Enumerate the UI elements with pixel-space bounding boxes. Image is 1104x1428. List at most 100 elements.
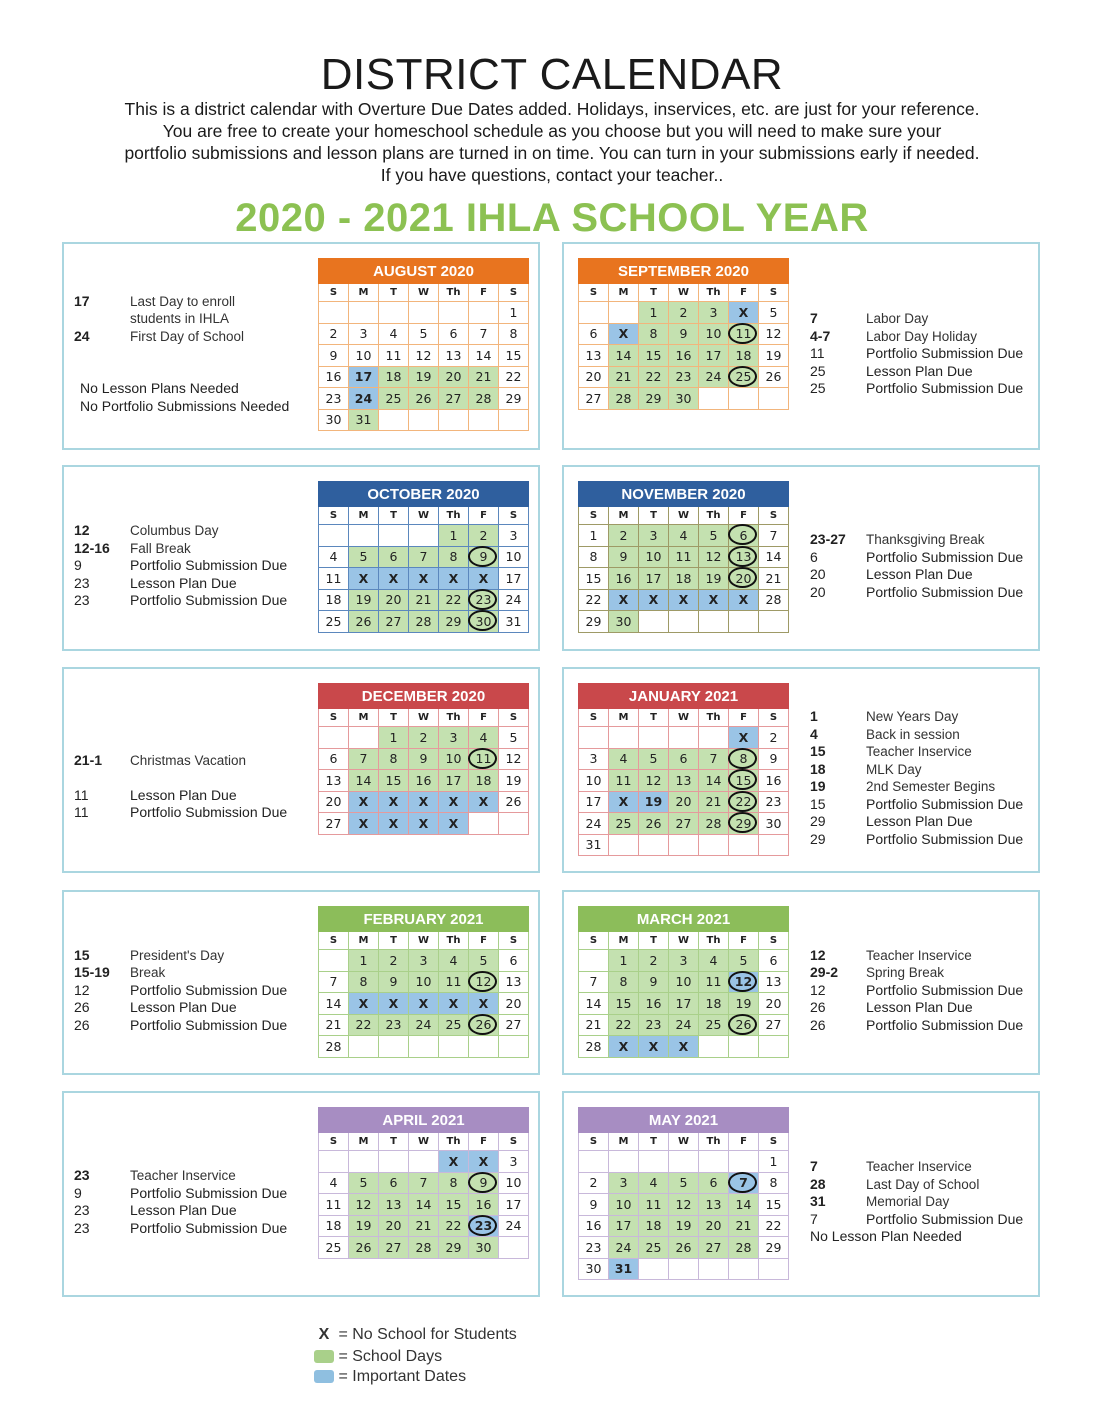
day-number: 15 — [765, 1196, 782, 1212]
day-number: 24 — [705, 369, 722, 385]
day-number: 20 — [385, 592, 402, 608]
due-date-circle-icon — [468, 970, 497, 992]
calendar-day: 6 — [378, 545, 409, 568]
calendar-day: 17 — [578, 790, 609, 813]
note-date: 11 — [810, 345, 825, 362]
empty-day — [378, 524, 409, 547]
note-row: 20 Lesson Plan Due — [810, 566, 1023, 584]
calendar-day: 28 — [758, 588, 789, 611]
day-number: 21 — [765, 570, 782, 586]
calendar-day: 11 — [438, 970, 469, 993]
empty-day — [668, 1150, 699, 1173]
calendar-day: 23 — [468, 588, 499, 611]
empty-day — [348, 1150, 379, 1173]
calendar-day: 15 — [728, 769, 759, 792]
note-text: Portfolio Submission Due — [866, 345, 1024, 362]
calendar-day: 11 — [728, 322, 759, 345]
calendar-day: 3 — [698, 301, 729, 324]
calendar-day: 17 — [698, 344, 729, 367]
empty-day — [408, 1035, 439, 1058]
weekday-header: W — [668, 708, 699, 727]
calendar-day: 22 — [758, 1214, 789, 1237]
calendar-day: X — [378, 812, 409, 835]
empty-day — [668, 610, 699, 633]
calendar-day: 30 — [468, 610, 499, 633]
day-number: 14 — [705, 772, 722, 788]
calendar-day: X — [698, 588, 729, 611]
note-row: 17 Last Day to enroll — [74, 293, 289, 311]
day-number: X — [738, 729, 749, 745]
month-panel: FEBRUARY 2021 S M T W Th F S 1 2 3 4 5 6 7 8 9 10 11 12 13 14… — [62, 890, 540, 1075]
calendar-day: 4 — [318, 545, 349, 568]
note-row: 12 Portfolio Submission Due — [74, 982, 287, 1000]
day-number: 1 — [509, 304, 518, 320]
weekday-header: S — [498, 283, 529, 302]
calendar-day: X — [348, 790, 379, 813]
note-date: 29 — [810, 830, 826, 847]
day-number: 18 — [325, 592, 342, 608]
calendar-day: 11 — [638, 1193, 669, 1216]
note-text: Portfolio Submission Due — [866, 1016, 1024, 1033]
calendar-day: 20 — [498, 992, 529, 1015]
calendar-day: 30 — [758, 812, 789, 835]
due-date-circle-icon — [468, 1214, 497, 1236]
day-number: X — [678, 1038, 689, 1054]
note-row: 20 Portfolio Submission Due — [810, 584, 1023, 602]
calendar-day: 8 — [348, 970, 379, 993]
calendar-day: X — [438, 992, 469, 1015]
day-number: 6 — [769, 952, 778, 968]
due-date-circle-icon — [728, 812, 757, 833]
calendar-day: 21 — [758, 567, 789, 590]
weekday-header: Th — [698, 931, 729, 950]
empty-day — [758, 387, 789, 410]
calendar-day: 24 — [578, 812, 609, 835]
day-number: 7 — [479, 326, 488, 342]
weekday-header: W — [668, 1132, 699, 1151]
day-number: 31 — [585, 837, 602, 853]
day-number: 26 — [415, 390, 432, 406]
weekday-header: S — [578, 1132, 609, 1151]
calendar-day: 25 — [318, 1236, 349, 1259]
month-title: JANUARY 2021 — [578, 683, 789, 709]
day-number: 28 — [705, 815, 722, 831]
day-number: 21 — [705, 794, 722, 810]
day-number: 11 — [325, 570, 342, 586]
note-text: Portfolio Submission Due — [866, 795, 1024, 812]
month-notes: 7 Teacher Inservice 28 Last Day of School 31… — [810, 1158, 1023, 1246]
month-title: NOVEMBER 2020 — [578, 481, 789, 507]
day-number: 19 — [765, 347, 782, 363]
day-number: 6 — [589, 326, 598, 342]
day-number: 27 — [705, 1239, 722, 1255]
weekday-header: S — [498, 506, 529, 525]
empty-day — [608, 1150, 639, 1173]
calendar-day: 18 — [698, 992, 729, 1015]
note-date: 19 — [810, 778, 826, 794]
calendar-day: 8 — [578, 545, 609, 568]
note-date: 26 — [810, 999, 826, 1016]
calendar-day: 25 — [608, 812, 639, 835]
intro-line: You are free to create your homeschool s… — [162, 121, 942, 141]
calendar-day: 17 — [638, 567, 669, 590]
weekday-header: M — [608, 931, 639, 950]
note-date: 17 — [74, 292, 90, 309]
day-number: 18 — [475, 772, 492, 788]
day-number: 12 — [415, 347, 432, 363]
note-date: 15-19 — [74, 964, 110, 981]
day-number: 21 — [615, 369, 632, 385]
note-text: Portfolio Submission Due — [130, 804, 288, 821]
note-text: Teacher Inservice — [130, 1168, 236, 1183]
calendar-day: X — [348, 812, 379, 835]
calendar-day: 3 — [668, 949, 699, 972]
empty-day — [668, 726, 699, 749]
day-number: 19 — [355, 592, 372, 608]
calendar-day: 27 — [378, 1236, 409, 1259]
day-number: 17 — [585, 794, 602, 810]
calendar-day: 10 — [698, 322, 729, 345]
calendar-day: 29 — [728, 812, 759, 835]
calendar-day: X — [378, 992, 409, 1015]
note-row: 26 Portfolio Submission Due — [74, 1017, 287, 1035]
calendar-day: 26 — [498, 790, 529, 813]
empty-day — [578, 301, 609, 324]
calendar-day: 13 — [318, 769, 349, 792]
note-row: students in IHLA — [74, 310, 289, 328]
